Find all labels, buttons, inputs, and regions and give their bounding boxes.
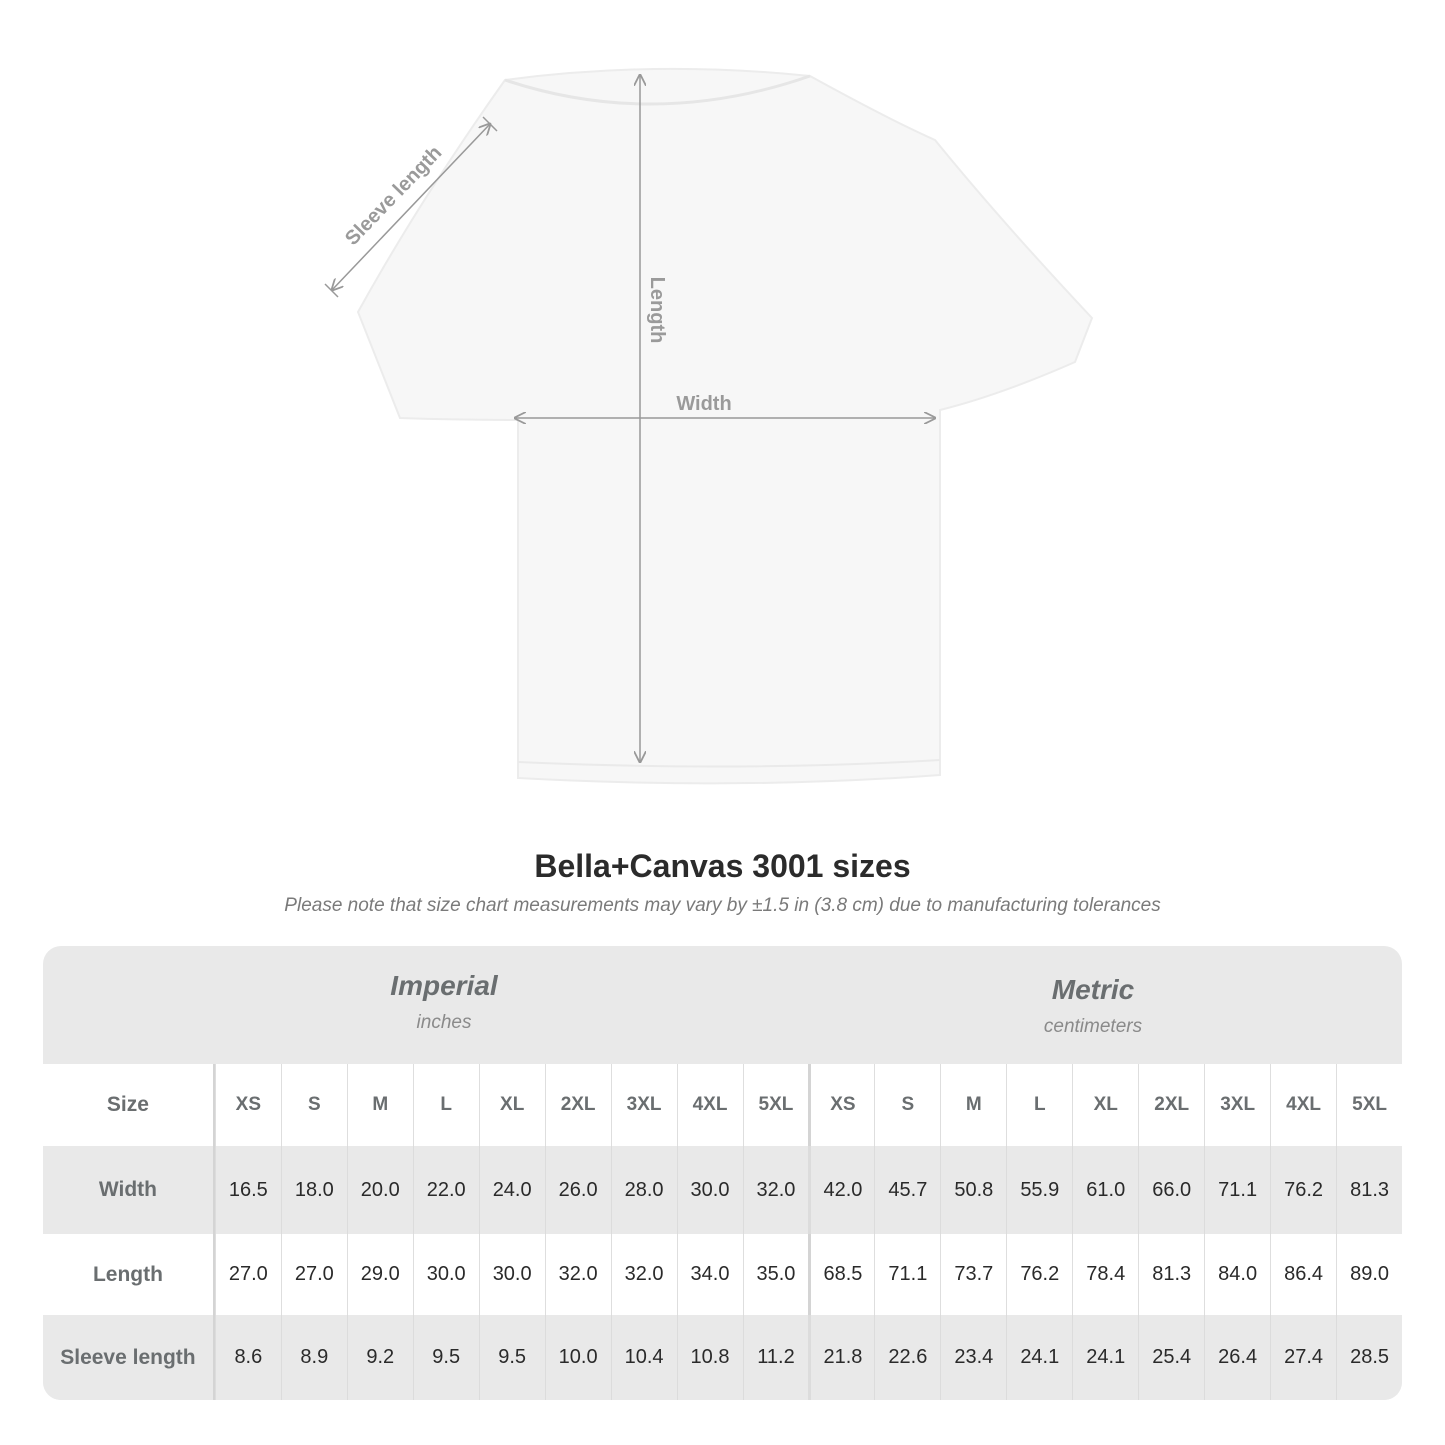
table-cell: 10.4 xyxy=(610,1315,677,1400)
table-cell: 30.0 xyxy=(478,1234,545,1315)
size-header-cell: 4XL xyxy=(676,1064,743,1146)
chart-title: Bella+Canvas 3001 sizes xyxy=(534,848,911,884)
table-cell: 73.7 xyxy=(940,1234,1006,1315)
table-cell: 32.0 xyxy=(544,1234,611,1315)
table-cell: 68.5 xyxy=(808,1234,874,1315)
size-header-cell: 2XL xyxy=(544,1064,611,1146)
table-cell: 18.0 xyxy=(280,1146,347,1234)
table-cell: 20.0 xyxy=(346,1146,413,1234)
imperial-header: Imperial inches xyxy=(244,970,644,1034)
size-header-cell: 3XL xyxy=(610,1064,677,1146)
table-cell: 78.4 xyxy=(1072,1234,1138,1315)
table-cell: 10.8 xyxy=(676,1315,743,1400)
table-cell: 26.0 xyxy=(544,1146,611,1234)
table-cell: 21.8 xyxy=(808,1315,874,1400)
size-header-cell: M xyxy=(346,1064,413,1146)
table-cell: 9.5 xyxy=(478,1315,545,1400)
table-cell: 22.0 xyxy=(412,1146,479,1234)
tshirt-shape xyxy=(356,67,1094,785)
size-label: Size xyxy=(43,1064,215,1146)
table-row-sleeve-length: Sleeve length 8.6 8.9 9.2 9.5 9.5 10.0 10.4 10.8… xyxy=(43,1315,1402,1400)
table-cell: 27.4 xyxy=(1270,1315,1336,1400)
table-cell: 10.0 xyxy=(544,1315,611,1400)
size-header-cell: S xyxy=(280,1064,347,1146)
table-cell: 11.2 xyxy=(742,1315,809,1400)
size-header-cell: XL xyxy=(478,1064,545,1146)
table-cell: 32.0 xyxy=(742,1146,809,1234)
table-cell: 66.0 xyxy=(1138,1146,1204,1234)
table-cell: 26.4 xyxy=(1204,1315,1270,1400)
metric-unit: centimeters xyxy=(1043,1016,1143,1037)
table-cell: 45.7 xyxy=(874,1146,940,1234)
width-label: Width xyxy=(676,393,731,415)
table-cell: 8.9 xyxy=(280,1315,347,1400)
imperial-unit: inches xyxy=(416,1012,472,1033)
size-table: Imperial inches Metric centimeters Size … xyxy=(43,946,1402,1400)
table-cell: 89.0 xyxy=(1336,1234,1402,1315)
table-row-width: Width 16.5 18.0 20.0 22.0 24.0 26.0 28.0 30.0 32.… xyxy=(43,1146,1402,1234)
table-cell: 61.0 xyxy=(1072,1146,1138,1234)
table-cell: 24.1 xyxy=(1006,1315,1072,1400)
table-cell: 55.9 xyxy=(1006,1146,1072,1234)
table-cell: 71.1 xyxy=(874,1234,940,1315)
row-label: Length xyxy=(43,1234,215,1315)
chart-subtitle: Please note that size chart measurements… xyxy=(284,895,1161,916)
metric-label: Metric xyxy=(1051,974,1135,1005)
unit-header: Imperial inches Metric centimeters xyxy=(43,946,1402,1064)
table-cell: 84.0 xyxy=(1204,1234,1270,1315)
size-header-cell: 4XL xyxy=(1270,1064,1336,1146)
size-header-cell: S xyxy=(874,1064,940,1146)
size-header-cell: M xyxy=(940,1064,1006,1146)
table-cell: 76.2 xyxy=(1270,1146,1336,1234)
table-cell: 50.8 xyxy=(940,1146,1006,1234)
row-label: Sleeve length xyxy=(43,1315,215,1400)
table-cell: 27.0 xyxy=(280,1234,347,1315)
table-cell: 22.6 xyxy=(874,1315,940,1400)
table-cell: 71.1 xyxy=(1204,1146,1270,1234)
table-cell: 32.0 xyxy=(610,1234,677,1315)
row-label: Width xyxy=(43,1146,215,1234)
table-cell: 25.4 xyxy=(1138,1315,1204,1400)
table-cell: 29.0 xyxy=(346,1234,413,1315)
imperial-label: Imperial xyxy=(390,970,498,1001)
size-header-cell: L xyxy=(1006,1064,1072,1146)
tshirt-diagram: Sleeve length Length Width xyxy=(324,67,1094,785)
table-cell: 28.5 xyxy=(1336,1315,1402,1400)
table-cell: 30.0 xyxy=(412,1234,479,1315)
table-cell: 81.3 xyxy=(1138,1234,1204,1315)
table-cell: 81.3 xyxy=(1336,1146,1402,1234)
size-header-cell: XS xyxy=(808,1064,874,1146)
table-cell: 9.2 xyxy=(346,1315,413,1400)
table-cell: 23.4 xyxy=(940,1315,1006,1400)
table-cell: 8.6 xyxy=(214,1315,281,1400)
metric-header: Metric centimeters xyxy=(893,974,1293,1038)
table-cell: 42.0 xyxy=(808,1146,874,1234)
table-cell: 35.0 xyxy=(742,1234,809,1315)
table-cell: 24.0 xyxy=(478,1146,545,1234)
table-cell: 34.0 xyxy=(676,1234,743,1315)
table-cell: 28.0 xyxy=(610,1146,677,1234)
table-cell: 86.4 xyxy=(1270,1234,1336,1315)
size-header-cell: 3XL xyxy=(1204,1064,1270,1146)
table-row-length: Length 27.0 27.0 29.0 30.0 30.0 32.0 32.0 34.0 35… xyxy=(43,1234,1402,1315)
size-header-cell: XS xyxy=(214,1064,281,1146)
size-header-cell: 5XL xyxy=(1336,1064,1402,1146)
table-cell: 27.0 xyxy=(214,1234,281,1315)
size-header-cell: 5XL xyxy=(742,1064,809,1146)
size-header-cell: 2XL xyxy=(1138,1064,1204,1146)
table-cell: 30.0 xyxy=(676,1146,743,1234)
size-header-cell: L xyxy=(412,1064,479,1146)
size-header-row: Size XS S M L XL 2XL 3XL 4XL 5XL XS S M L XL 2XL 3XL 4XL… xyxy=(43,1064,1402,1146)
table-cell: 76.2 xyxy=(1006,1234,1072,1315)
size-header-cell: XL xyxy=(1072,1064,1138,1146)
table-cell: 24.1 xyxy=(1072,1315,1138,1400)
sleeve-length-arrow xyxy=(332,124,490,290)
table-cell: 16.5 xyxy=(214,1146,281,1234)
length-label: Length xyxy=(646,277,668,344)
table-cell: 9.5 xyxy=(412,1315,479,1400)
